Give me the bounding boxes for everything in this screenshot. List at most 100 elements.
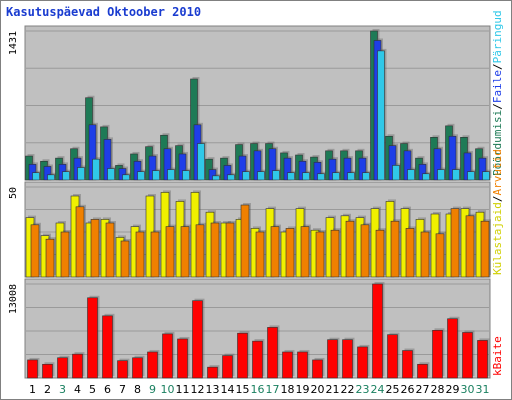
day-label-26: 26 bbox=[401, 383, 415, 396]
day-label-13: 13 bbox=[206, 383, 220, 396]
bar-kbaite-day-5 bbox=[87, 297, 98, 379]
bar-kbaite-day-21 bbox=[327, 339, 338, 379]
bar-pöördumisi-day-30 bbox=[467, 171, 475, 181]
day-label-3: 3 bbox=[59, 383, 66, 396]
bar-arvutid-day-15 bbox=[240, 204, 250, 278]
bar-pöördumisi-day-21 bbox=[332, 172, 340, 181]
day-label-17: 17 bbox=[266, 383, 280, 396]
bar-kbaite-day-6 bbox=[102, 315, 113, 379]
bar-arvutid-day-17 bbox=[270, 226, 280, 278]
day-label-16: 16 bbox=[251, 383, 265, 396]
legend-arvutid: Arvutid bbox=[491, 149, 504, 195]
bar-arvutid-day-22 bbox=[345, 220, 355, 278]
bar-kbaite-day-13 bbox=[207, 366, 218, 379]
bar-pöördumisi-day-15 bbox=[242, 171, 250, 181]
legend-külastajaid: Külastajaid bbox=[491, 202, 504, 275]
bar-pöördumisi-day-11 bbox=[182, 170, 190, 181]
bar-kbaite-day-12 bbox=[192, 300, 203, 379]
bar-pöördumisi-day-31 bbox=[482, 171, 490, 181]
bar-arvutid-day-1 bbox=[30, 224, 40, 278]
day-label-6: 6 bbox=[104, 383, 111, 396]
bar-arvutid-day-6 bbox=[105, 222, 115, 278]
day-label-20: 20 bbox=[311, 383, 325, 396]
day-label-8: 8 bbox=[134, 383, 141, 396]
bar-arvutid-day-21 bbox=[330, 229, 340, 278]
bar-pöördumisi-day-14 bbox=[227, 174, 235, 181]
bar-kbaite-day-18 bbox=[282, 351, 293, 379]
bar-arvutid-day-31 bbox=[480, 220, 490, 278]
bar-pöördumisi-day-19 bbox=[302, 172, 310, 181]
day-label-21: 21 bbox=[326, 383, 340, 396]
bar-kbaite-day-14 bbox=[222, 355, 233, 379]
bar-kbaite-day-29 bbox=[447, 318, 458, 379]
bar-pöördumisi-day-9 bbox=[152, 170, 160, 181]
panel-1: 1431 bbox=[8, 25, 492, 181]
legend-päringud: Päringud bbox=[491, 10, 504, 63]
bar-pöördumisi-day-6 bbox=[107, 168, 115, 181]
bar-pöördumisi-day-23 bbox=[362, 172, 370, 181]
bar-kbaite-day-30 bbox=[462, 332, 473, 379]
bar-pöördumisi-day-5 bbox=[92, 158, 100, 181]
bar-kbaite-day-17 bbox=[267, 327, 278, 379]
bar-kbaite-day-11 bbox=[177, 338, 188, 379]
day-label-22: 22 bbox=[341, 383, 355, 396]
bar-kbaite-day-4 bbox=[72, 353, 83, 379]
bar-pöördumisi-day-12 bbox=[197, 143, 205, 181]
bar-pöördumisi-day-8 bbox=[137, 171, 145, 181]
bar-kbaite-day-28 bbox=[432, 330, 443, 379]
day-label-23: 23 bbox=[356, 383, 370, 396]
day-label-7: 7 bbox=[119, 383, 126, 396]
bar-arvutid-day-29 bbox=[450, 208, 460, 278]
bar-kbaite-day-26 bbox=[402, 350, 413, 379]
bar-kbaite-day-20 bbox=[312, 359, 323, 379]
bar-pöördumisi-day-18 bbox=[287, 172, 295, 181]
bar-pöördumisi-day-4 bbox=[77, 167, 85, 181]
day-label-10: 10 bbox=[161, 383, 175, 396]
bar-pöördumisi-day-2 bbox=[47, 174, 55, 181]
day-label-15: 15 bbox=[236, 383, 250, 396]
day-label-28: 28 bbox=[431, 383, 445, 396]
bar-kbaite-day-22 bbox=[342, 339, 353, 379]
panel-2: 50 bbox=[8, 181, 491, 278]
bar-arvutid-day-27 bbox=[420, 231, 430, 278]
bar-kbaite-day-10 bbox=[162, 333, 173, 379]
legend-separator: / bbox=[491, 63, 504, 70]
bar-kbaite-day-25 bbox=[387, 334, 398, 379]
bar-pöördumisi-day-10 bbox=[167, 169, 175, 181]
legend-separator: / bbox=[491, 196, 504, 203]
bar-pöördumisi-day-25 bbox=[392, 165, 400, 181]
bar-arvutid-day-25 bbox=[390, 220, 400, 278]
legend-middle: Külastajaid/Arvutid bbox=[491, 149, 504, 275]
day-label-4: 4 bbox=[74, 383, 81, 396]
bar-kbaite-day-23 bbox=[357, 346, 368, 379]
day-label-5: 5 bbox=[89, 383, 96, 396]
bar-pöördumisi-day-1 bbox=[32, 172, 40, 181]
day-label-9: 9 bbox=[149, 383, 156, 396]
bar-arvutid-day-9 bbox=[150, 231, 160, 278]
bar-arvutid-day-30 bbox=[465, 215, 475, 278]
bar-arvutid-day-2 bbox=[45, 238, 55, 278]
bar-arvutid-day-28 bbox=[435, 233, 445, 278]
day-label-27: 27 bbox=[416, 383, 430, 396]
bar-arvutid-day-18 bbox=[285, 228, 295, 278]
day-label-12: 12 bbox=[191, 383, 205, 396]
day-label-29: 29 bbox=[446, 383, 460, 396]
bar-pöördumisi-day-7 bbox=[122, 174, 130, 181]
bar-pöördumisi-day-17 bbox=[272, 170, 280, 181]
legend-kbaite: kBaite bbox=[491, 336, 504, 376]
bar-pöördumisi-day-27 bbox=[422, 173, 430, 181]
bar-pöördumisi-day-26 bbox=[407, 169, 415, 181]
bar-kbaite-day-27 bbox=[417, 363, 428, 379]
bar-arvutid-day-24 bbox=[375, 229, 385, 278]
day-label-25: 25 bbox=[386, 383, 400, 396]
bar-kbaite-day-2 bbox=[42, 363, 53, 379]
bar-kbaite-day-9 bbox=[147, 351, 158, 379]
day-label-19: 19 bbox=[296, 383, 310, 396]
day-label-30: 30 bbox=[461, 383, 475, 396]
bar-arvutid-day-4 bbox=[75, 206, 85, 278]
bar-arvutid-day-19 bbox=[300, 226, 310, 278]
bar-pöördumisi-day-29 bbox=[452, 169, 460, 181]
bar-arvutid-day-23 bbox=[360, 224, 370, 278]
bar-kbaite-day-7 bbox=[117, 360, 128, 379]
